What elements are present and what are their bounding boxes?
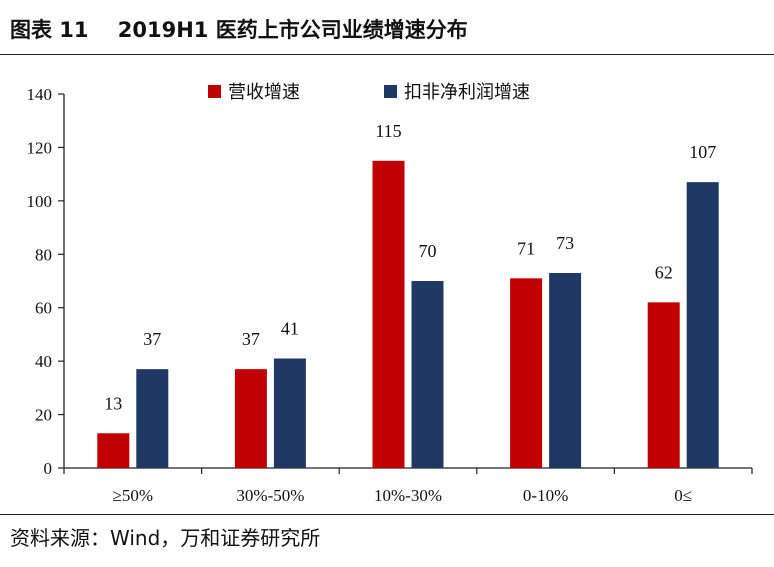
legend-label: 扣非净利润增速 (404, 82, 530, 103)
y-tick-label: 80 (35, 245, 52, 264)
data-label: 107 (689, 142, 716, 162)
data-label: 62 (655, 262, 673, 282)
chart-legend: 营收增速 扣非净利润增速 (208, 82, 530, 103)
bar-revenue (372, 160, 405, 469)
y-tick-label: 120 (27, 138, 53, 157)
source-note: 资料来源：Wind，万和证券研究所 (10, 526, 321, 550)
bar-revenue (97, 433, 130, 468)
bar-net-profit (549, 272, 582, 468)
bar-net-profit (411, 281, 444, 468)
bar-net-profit (136, 369, 169, 468)
chart-axes: 0 20 40 60 80 100 120 140 ≥50% 30%-50% 10%-30% 0-10… (27, 85, 753, 505)
x-tick-label: 0-10% (523, 486, 568, 505)
data-label: 115 (375, 121, 401, 141)
legend-swatch (384, 85, 397, 98)
x-tick-label: ≥50% (113, 486, 154, 505)
data-label: 37 (143, 329, 161, 349)
title-divider (0, 54, 774, 55)
y-tick-label: 100 (27, 192, 53, 211)
chart-bars: 13 37 37 41 115 70 71 73 62 107 (97, 121, 719, 469)
x-tick-label: 10%-30% (374, 486, 442, 505)
bar-revenue (234, 369, 267, 468)
source-divider (0, 514, 774, 515)
data-label: 71 (517, 238, 535, 258)
bar-revenue (647, 302, 680, 468)
bar-net-profit (686, 182, 719, 468)
legend-swatch (208, 85, 221, 98)
y-tick-label: 60 (35, 299, 52, 318)
bar-revenue (510, 278, 543, 468)
x-tick-label: 0≤ (674, 486, 692, 505)
bar-net-profit (273, 358, 306, 468)
data-label: 37 (242, 329, 260, 349)
y-tick-label: 40 (35, 352, 52, 371)
x-tick-label: 30%-50% (236, 486, 304, 505)
y-tick-label: 140 (27, 85, 53, 104)
data-label: 13 (104, 393, 122, 413)
data-label: 70 (419, 241, 437, 261)
data-label: 41 (281, 318, 299, 338)
y-tick-label: 0 (44, 459, 53, 478)
y-tick-label: 20 (35, 406, 52, 425)
data-label: 73 (556, 233, 574, 253)
chart-title: 图表 11 2019H1 医药上市公司业绩增速分布 (10, 18, 468, 42)
legend-label: 营收增速 (228, 82, 300, 103)
